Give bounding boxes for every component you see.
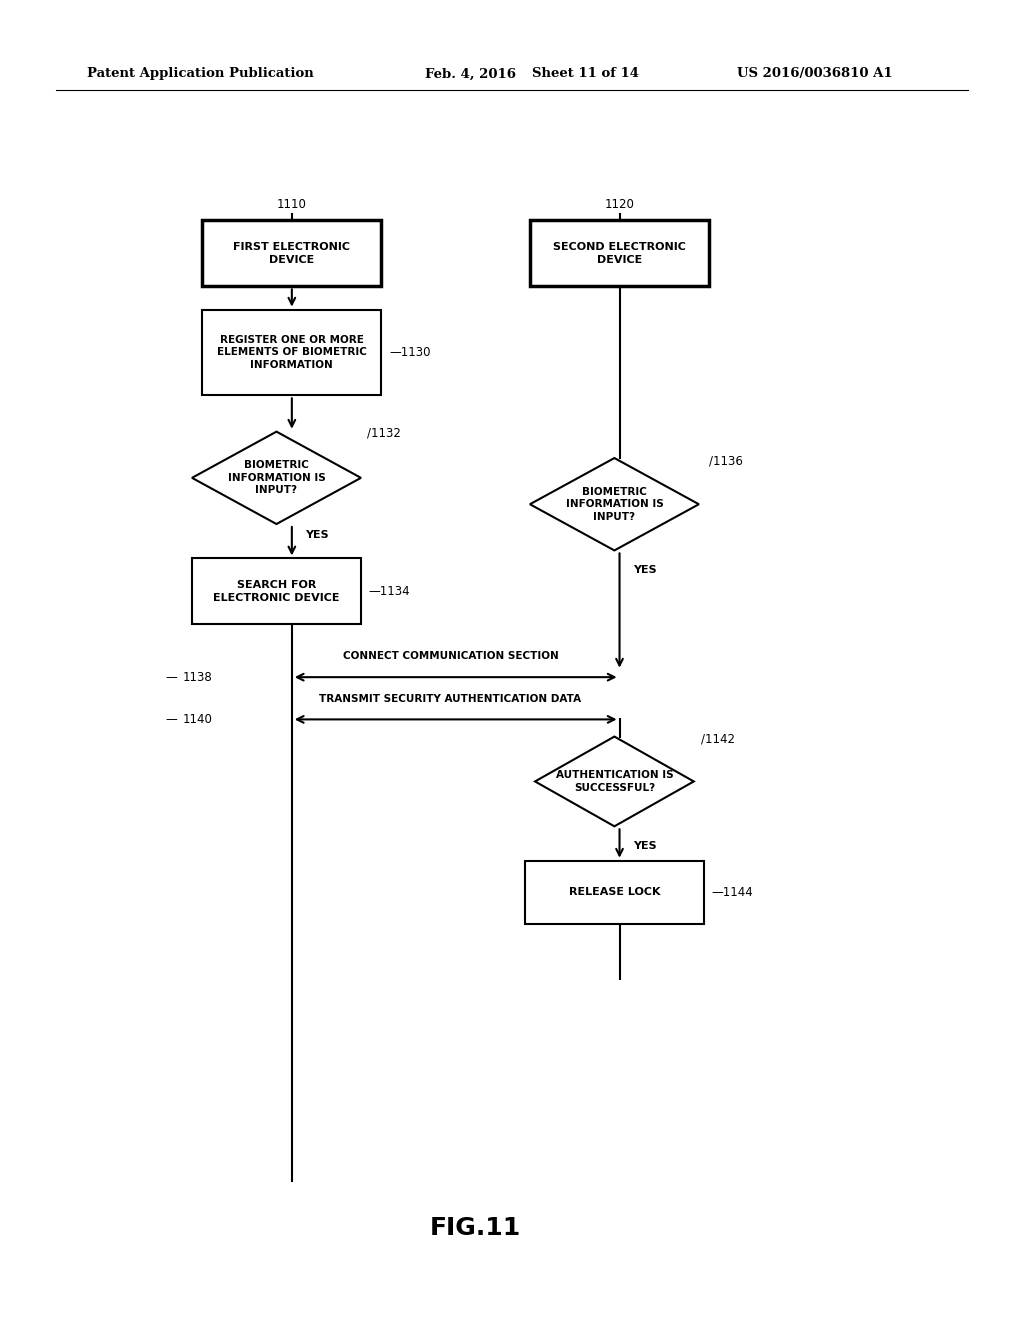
Text: 1138: 1138 [182,671,212,684]
Text: —1144: —1144 [712,886,754,899]
Text: SEARCH FOR
ELECTRONIC DEVICE: SEARCH FOR ELECTRONIC DEVICE [213,581,340,602]
Polygon shape [530,458,698,550]
Text: —: — [166,713,177,726]
Text: BIOMETRIC
INFORMATION IS
INPUT?: BIOMETRIC INFORMATION IS INPUT? [227,461,326,495]
Bar [530,220,709,286]
Text: FIRST ELECTRONIC
DEVICE: FIRST ELECTRONIC DEVICE [233,243,350,264]
Bar [524,861,705,924]
Text: YES: YES [305,529,329,540]
Text: TRANSMIT SECURITY AUTHENTICATION DATA: TRANSMIT SECURITY AUTHENTICATION DATA [319,693,582,704]
Text: /1136: /1136 [709,454,742,467]
Text: Patent Application Publication: Patent Application Publication [87,67,313,81]
Text: Sheet 11 of 14: Sheet 11 of 14 [532,67,639,81]
Text: —1134: —1134 [369,585,411,598]
Text: FIG.11: FIG.11 [430,1216,521,1239]
Polygon shape [535,737,694,826]
Bar [193,558,361,624]
Text: —: — [166,671,177,684]
Text: RELEASE LOCK: RELEASE LOCK [568,887,660,898]
Text: AUTHENTICATION IS
SUCCESSFUL?: AUTHENTICATION IS SUCCESSFUL? [556,771,673,792]
Text: /1142: /1142 [701,733,735,746]
Polygon shape [193,432,361,524]
Text: REGISTER ONE OR MORE
ELEMENTS OF BIOMETRIC
INFORMATION: REGISTER ONE OR MORE ELEMENTS OF BIOMETR… [217,335,367,370]
Bar [202,220,381,286]
Text: CONNECT COMMUNICATION SECTION: CONNECT COMMUNICATION SECTION [343,651,558,661]
Text: —1130: —1130 [389,346,431,359]
Text: YES: YES [633,841,656,851]
Text: BIOMETRIC
INFORMATION IS
INPUT?: BIOMETRIC INFORMATION IS INPUT? [565,487,664,521]
Text: /1132: /1132 [367,426,400,440]
Bar [202,309,381,396]
Text: US 2016/0036810 A1: US 2016/0036810 A1 [737,67,893,81]
Text: Feb. 4, 2016: Feb. 4, 2016 [425,67,516,81]
Text: 1120: 1120 [604,198,635,211]
Text: 1110: 1110 [276,198,307,211]
Text: YES: YES [633,565,656,576]
Text: 1140: 1140 [182,713,212,726]
Text: SECOND ELECTRONIC
DEVICE: SECOND ELECTRONIC DEVICE [553,243,686,264]
